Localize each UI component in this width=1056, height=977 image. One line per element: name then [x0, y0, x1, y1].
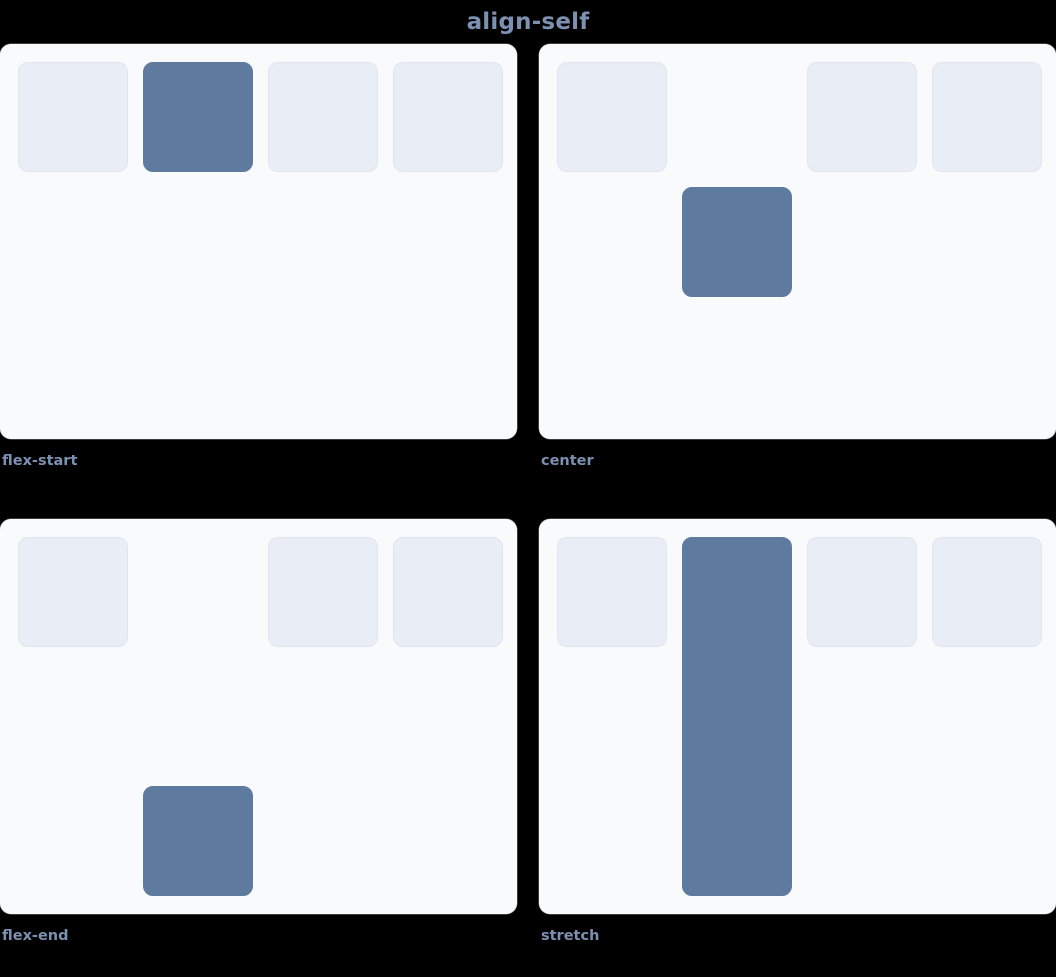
demo-cell-flex-start: flex-start: [0, 44, 517, 479]
flex-item-3: [807, 62, 917, 172]
flex-item-4: [393, 537, 503, 647]
flex-items-row: [18, 62, 503, 421]
flex-item-1: [557, 62, 667, 172]
flex-item-1: [557, 537, 667, 647]
page-title: align-self: [466, 9, 590, 35]
flex-item-3: [268, 537, 378, 647]
panel-caption-stretch: stretch: [541, 928, 600, 944]
flex-item-2-highlighted: [682, 186, 792, 297]
flex-item-3: [807, 537, 917, 647]
flex-item-1: [18, 62, 128, 172]
flex-item-4: [932, 62, 1042, 172]
flex-items-row: [557, 537, 1042, 896]
flex-item-3: [268, 62, 378, 172]
flex-container-flex-end: [0, 519, 517, 914]
flex-item-2-highlighted: [682, 537, 792, 896]
demo-cell-flex-end: flex-end: [0, 519, 517, 954]
flex-item-4: [932, 537, 1042, 647]
flex-item-2-highlighted: [143, 62, 253, 172]
flex-container-center: [539, 44, 1056, 439]
demo-grid: flex-start center flex-end: [0, 44, 1056, 954]
flex-item-2-highlighted: [143, 786, 253, 896]
panel-caption-flex-start: flex-start: [2, 453, 78, 469]
demo-cell-center: center: [539, 44, 1056, 479]
flex-items-row: [18, 537, 503, 896]
flex-item-1: [18, 537, 128, 647]
flex-container-stretch: [539, 519, 1056, 914]
flex-item-4: [393, 62, 503, 172]
panel-caption-center: center: [541, 453, 594, 469]
flex-container-flex-start: [0, 44, 517, 439]
flex-items-row: [557, 62, 1042, 421]
panel-caption-flex-end: flex-end: [2, 928, 69, 944]
demo-cell-stretch: stretch: [539, 519, 1056, 954]
